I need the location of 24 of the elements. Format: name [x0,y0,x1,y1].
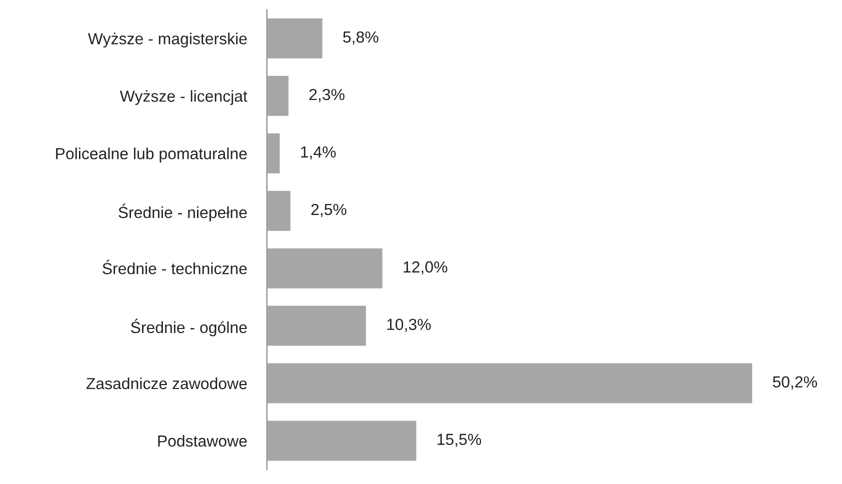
bar [266,74,290,118]
y-tick-label: Podstawowe [158,434,247,447]
bar [266,419,418,462]
y-tick-label: Zasadnicze zawodowe [86,377,247,390]
y-tick-label: Średnie - ogólne [130,318,247,336]
data-label: 12,0% [404,261,448,274]
y-tick-label: Wyższe - magisterskie [88,32,247,48]
bar [266,17,324,60]
data-label: 15,5% [438,434,482,447]
bar [266,246,384,290]
data-label: 10,3% [387,318,431,332]
data-label: 2,5% [311,204,346,218]
data-label: 2,3% [309,88,344,102]
y-tick-label: Średnie - techniczne [102,260,247,274]
data-label: 50,2% [772,376,817,390]
bar [266,189,292,232]
bar [266,132,282,175]
data-label: 1,4% [301,146,336,160]
y-tick-label: Policealne lub pomaturalne [56,148,247,162]
y-tick-label: Wyższe - licencjat [120,90,248,105]
y-tick-label: Średnie - niepełne [118,204,247,222]
bar [266,304,368,348]
data-label: 5,8% [343,31,378,45]
bar [266,362,754,405]
